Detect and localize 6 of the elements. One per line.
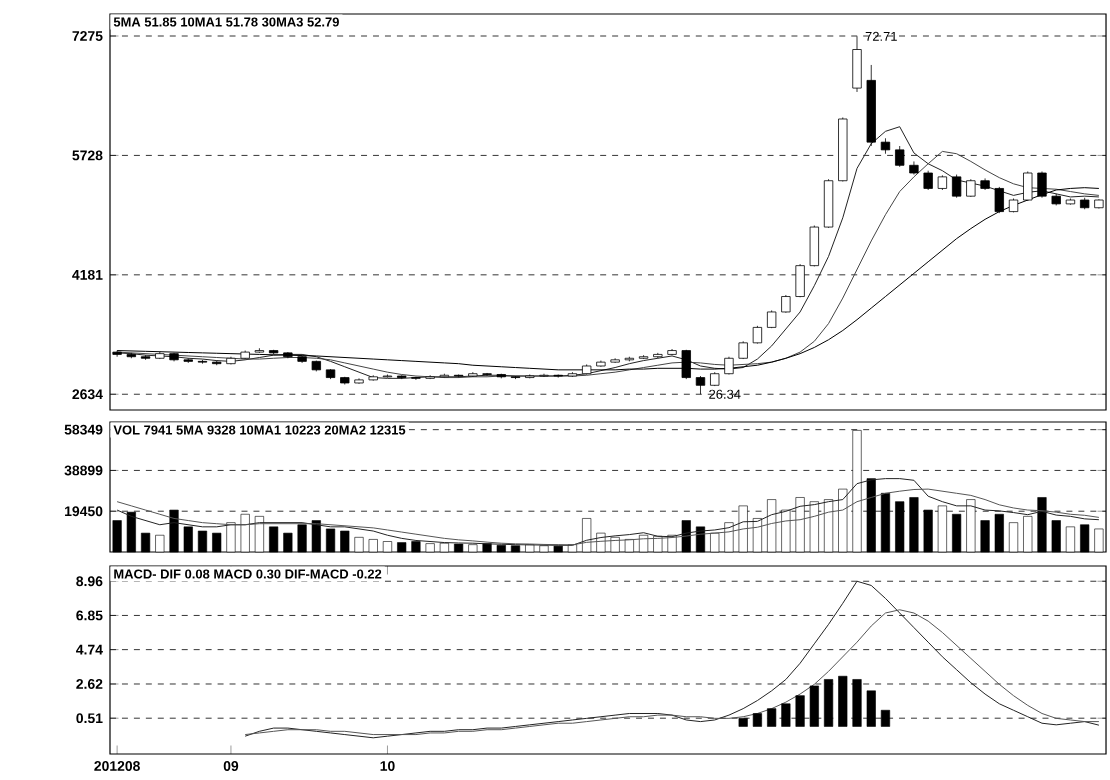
candlestick [951,174,962,199]
candlestick [823,178,834,229]
candlestick [895,145,905,168]
candlestick [909,161,919,175]
candlestick [795,263,805,298]
candlestick [923,170,933,191]
